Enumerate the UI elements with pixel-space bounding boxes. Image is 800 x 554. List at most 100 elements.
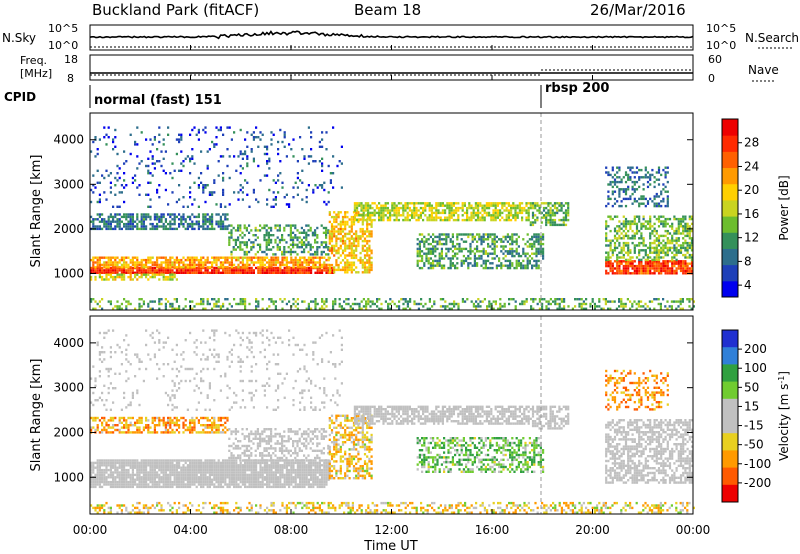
power-cell (596, 305, 599, 308)
power-cell (191, 222, 194, 226)
power-cell (618, 262, 621, 265)
power-cell (340, 186, 343, 189)
power-cell (525, 300, 528, 303)
power-cell (397, 202, 400, 205)
power-cell (142, 213, 145, 216)
power-cell (204, 222, 207, 226)
power-cell (316, 226, 319, 230)
power-cell (160, 215, 163, 219)
power-cell (224, 256, 227, 259)
power-cell (184, 220, 187, 223)
power-cell (204, 266, 207, 270)
power-cell (535, 235, 538, 239)
velocity-cell (145, 485, 148, 489)
power-cell (270, 298, 273, 301)
power-cell (549, 298, 552, 301)
power-cell (283, 226, 286, 230)
power-cell (359, 251, 362, 255)
power-cell (322, 226, 325, 230)
power-cell (257, 258, 260, 262)
velocity-cell (167, 473, 170, 477)
power-cell (266, 269, 269, 272)
power-cell (562, 211, 565, 215)
power-cell (335, 263, 338, 267)
power-cell (125, 300, 128, 303)
power-cell (467, 266, 470, 270)
power-cell (627, 229, 630, 233)
power-cell (215, 263, 218, 267)
power-cell (456, 252, 459, 255)
power-cell (268, 188, 271, 192)
power-cell (469, 247, 472, 251)
power-cell (355, 249, 358, 252)
power-cell (649, 178, 652, 181)
power-cell (341, 251, 345, 255)
velocity-cell (151, 473, 154, 477)
power-cell (142, 218, 145, 221)
power-cell (677, 220, 680, 223)
power-cell (230, 236, 233, 239)
velocity-cell (186, 473, 189, 477)
power-cell (471, 238, 474, 241)
power-cell (120, 266, 123, 269)
power-cell (337, 232, 340, 236)
power-cell (204, 131, 207, 134)
power-cell (522, 252, 525, 255)
power-cell (613, 260, 617, 263)
power-cell (657, 258, 661, 262)
power-cell (493, 240, 496, 243)
power-cell (355, 235, 358, 238)
power-cell (389, 307, 392, 310)
power-cell (270, 248, 273, 251)
power-cell (125, 263, 128, 267)
power-cell (189, 133, 192, 136)
power-cell (502, 247, 505, 251)
power-cell (483, 206, 486, 210)
power-cell (646, 269, 650, 273)
power-cell (180, 215, 183, 219)
power-cell (239, 150, 242, 153)
power-cell (136, 186, 139, 189)
power-cell (109, 222, 112, 226)
velocity-cell (171, 483, 174, 486)
power-cell (666, 260, 669, 263)
velocity-cell (145, 464, 148, 467)
power-cell (370, 268, 373, 272)
power-cell (158, 220, 161, 223)
velocity-cell (182, 480, 185, 484)
power-cell (314, 266, 317, 269)
power-cell (627, 267, 630, 270)
velocity-cell (125, 461, 128, 465)
power-cell (458, 250, 461, 253)
velocity-cell (107, 464, 110, 467)
power-cell (473, 252, 476, 255)
power-cell (613, 300, 616, 303)
power-cell (305, 271, 308, 274)
power-cell (222, 213, 225, 216)
power-cell (417, 218, 420, 222)
power-cell (690, 298, 693, 301)
power-cell (244, 305, 247, 308)
power-cell (335, 237, 338, 240)
power-cell (325, 305, 328, 308)
power-cell (526, 233, 529, 236)
power-cell (217, 160, 220, 163)
power-cell (129, 278, 132, 281)
power-cell (151, 263, 154, 267)
power-cell (125, 225, 128, 228)
power-cell (378, 202, 381, 205)
power-cell (145, 138, 148, 141)
power-cell (131, 258, 134, 262)
power-cell (114, 275, 117, 279)
velocity-cell (98, 480, 101, 484)
power-cell (666, 190, 669, 193)
power-cell (182, 215, 185, 219)
power-cell (513, 250, 516, 253)
power-cell (202, 184, 205, 187)
power-cell (662, 239, 665, 242)
power-cell (679, 246, 683, 250)
power-cell (202, 227, 205, 231)
power-cell (301, 181, 304, 184)
power-cell (278, 238, 281, 242)
power-cell (277, 140, 280, 144)
